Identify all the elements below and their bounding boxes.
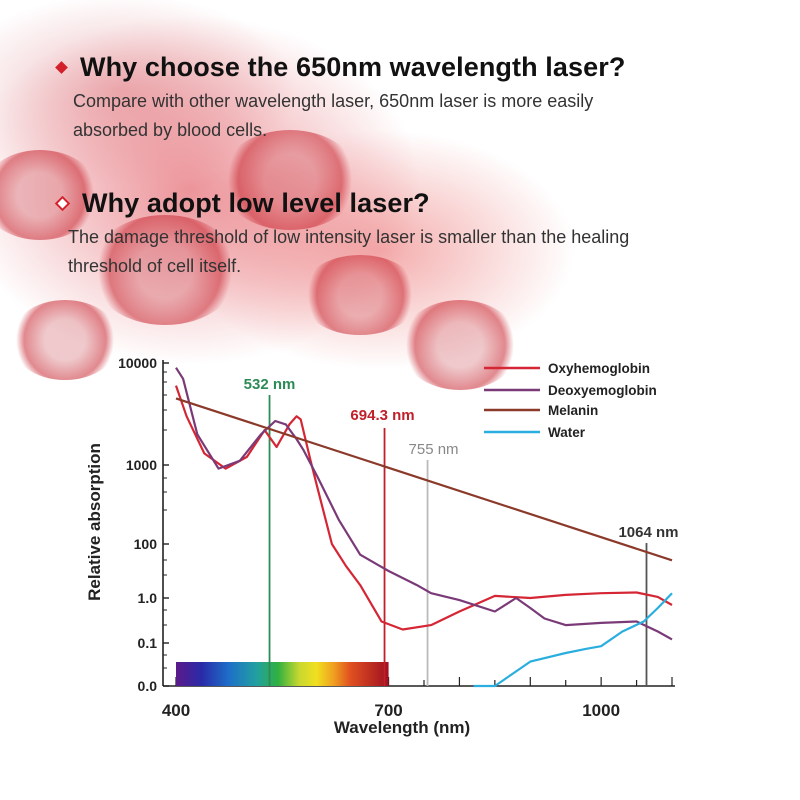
section-low-level: Why adopt low level laser? The damage th… — [54, 188, 629, 281]
series-line-melanin — [175, 397, 673, 562]
x-tick-label: 1000 — [582, 701, 620, 720]
wavelength-marker-label: 532 nm — [244, 376, 296, 393]
blood-cell-image — [300, 255, 420, 335]
y-axis-title: Relative absorption — [85, 443, 104, 601]
section-body: The damage threshold of low intensity la… — [68, 223, 629, 281]
wavelength-marker-label: 694.3 nm — [350, 407, 414, 424]
legend-label: Oxyhemoglobin — [548, 361, 650, 376]
blood-cell-image — [0, 150, 100, 240]
blood-cell-image — [400, 300, 520, 390]
body-line: absorbed by blood cells. — [73, 120, 268, 140]
visible-spectrum-bar — [176, 662, 389, 686]
x-tick-label: 700 — [374, 701, 402, 720]
y-tick-label: 10000 — [118, 355, 157, 371]
blood-cell-image — [220, 130, 360, 230]
section-heading: Why choose the 650nm wavelength laser? — [54, 52, 625, 83]
x-tick-label: 400 — [162, 701, 190, 720]
wavelength-marker-label: 755 nm — [409, 441, 459, 458]
y-tick-label: 0.0 — [138, 678, 158, 694]
legend-label: Deoxyemoglobin — [548, 383, 657, 398]
y-tick-label: 1.0 — [138, 590, 158, 606]
heading-text: Why choose the 650nm wavelength laser? — [80, 52, 626, 82]
section-heading: Why adopt low level laser? — [54, 188, 629, 219]
y-tick-label: 100 — [134, 536, 158, 552]
series-line-deoxyemoglobin — [175, 367, 673, 641]
y-tick-label: 1000 — [126, 457, 157, 473]
heading-text: Why adopt low level laser? — [82, 188, 430, 218]
blood-cell-image — [10, 300, 120, 380]
wavelength-marker-label: 1064 nm — [618, 524, 678, 541]
y-tick-label: 0.1 — [138, 635, 158, 651]
x-axis-title: Wavelength (nm) — [334, 718, 470, 737]
section-body: Compare with other wavelength laser, 650… — [73, 87, 625, 145]
series-line-oxyhemoglobin — [174, 385, 673, 631]
series-line-water — [473, 592, 673, 688]
blood-cell-image — [90, 215, 240, 325]
legend-label: Melanin — [548, 403, 598, 418]
legend-label: Water — [548, 425, 586, 440]
body-line: threshold of cell itself. — [68, 256, 242, 276]
body-line: The damage threshold of low intensity la… — [68, 227, 630, 247]
section-650nm: Why choose the 650nm wavelength laser? C… — [54, 52, 625, 145]
body-line: Compare with other wavelength laser, 650… — [73, 91, 594, 111]
